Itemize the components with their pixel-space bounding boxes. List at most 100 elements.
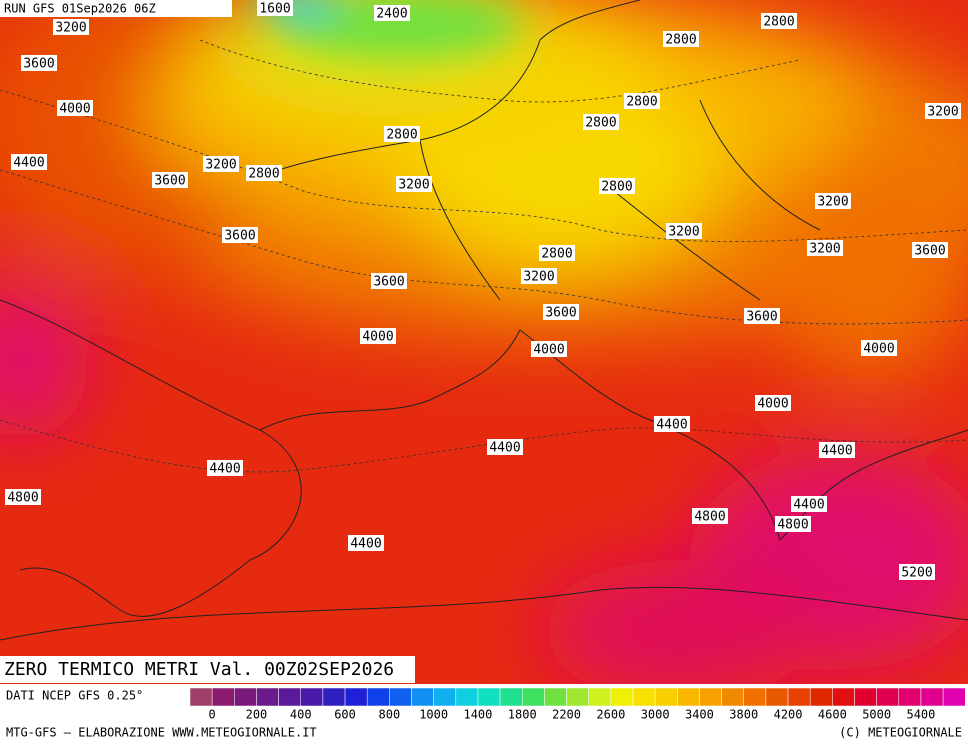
legend-label: 1800 [508, 708, 537, 722]
contour-label: 4000 [59, 102, 90, 117]
contour-label: 3200 [523, 270, 554, 285]
contour-label-box [744, 308, 780, 324]
contour-label-box [531, 341, 567, 357]
legend-swatch [522, 687, 545, 707]
contour-label-box [819, 442, 855, 458]
contour-label: 4400 [656, 418, 687, 433]
legend-label: 400 [290, 708, 312, 722]
legend-swatch [411, 687, 434, 707]
contour-label: 4400 [350, 537, 381, 552]
contour-label: 3200 [205, 158, 236, 173]
legend-label: 800 [379, 708, 401, 722]
contour-label-box [543, 304, 579, 320]
legend-swatch [256, 687, 279, 707]
contour-label: 4400 [793, 498, 824, 513]
contour-label-box [654, 416, 690, 432]
contour-label-box [775, 516, 811, 532]
legend-swatch [632, 687, 656, 707]
contour-label: 4400 [209, 462, 240, 477]
contour-label: 4400 [821, 444, 852, 459]
contour-label: 3600 [373, 275, 404, 290]
contour-label-box [371, 273, 407, 289]
legend-label: 4600 [818, 708, 847, 722]
legend-label: 2600 [596, 708, 625, 722]
legend-label: 4200 [774, 708, 803, 722]
contour-label: 2800 [763, 15, 794, 30]
contour-label-box [348, 535, 384, 551]
contour-label-box [53, 19, 89, 35]
legend-swatch [721, 687, 744, 707]
contour-label-box [57, 100, 93, 116]
contour-label: 2800 [248, 167, 279, 182]
contour-label: 2800 [626, 95, 657, 110]
legend-swatch [677, 687, 700, 707]
contour-label: 3600 [545, 306, 576, 321]
legend-swatch [809, 687, 833, 707]
map-title: ZERO TERMICO METRI Val. 00Z02SEP2026 [4, 659, 394, 680]
legend-swatch [699, 687, 722, 707]
contour-label-box [807, 240, 843, 256]
legend-swatch [854, 687, 877, 707]
contour-label-box [374, 5, 410, 21]
contour-label-box [755, 395, 791, 411]
legend-label: 3400 [685, 708, 714, 722]
legend: 0 200 400 600 800 1000 1400 1800 2200 2600 3000 340… [189, 687, 966, 722]
legend-swatch [211, 687, 235, 707]
contour-label-box [5, 489, 41, 505]
contour-label: 2800 [665, 33, 696, 48]
legend-label: 3800 [729, 708, 758, 722]
contour-label-box [912, 242, 948, 258]
legend-label: 200 [246, 708, 268, 722]
contour-label-box [203, 156, 239, 172]
contour-label: 2800 [601, 180, 632, 195]
legend-swatch [876, 687, 900, 707]
contour-label: 4000 [362, 330, 393, 345]
contour-label-box [21, 55, 57, 71]
legend-swatch [366, 687, 390, 707]
title-box [0, 656, 415, 683]
legend-label: 2200 [552, 708, 581, 722]
contour-label-box [11, 154, 47, 170]
contour-label: 2400 [376, 7, 407, 22]
legend-swatch [234, 687, 257, 707]
contour-label: 3200 [817, 195, 848, 210]
source-label: DATI NCEP GFS 0.25° [6, 689, 143, 703]
contour-label: 3200 [809, 242, 840, 257]
legend-swatch [189, 687, 213, 707]
legend-swatch [942, 687, 966, 707]
contour-label-box [761, 13, 797, 29]
legend-swatch [433, 687, 457, 707]
contour-label: 4400 [489, 441, 520, 456]
contour-label: 4800 [7, 491, 38, 506]
legend-swatch [588, 687, 612, 707]
contour-label: 4000 [863, 342, 894, 357]
contour-label: 3600 [914, 244, 945, 259]
contour-label: 5200 [901, 566, 932, 581]
run-box [0, 0, 232, 17]
contour-label-box [152, 172, 188, 188]
contour-label-box [487, 439, 523, 455]
legend-label: 1000 [419, 708, 448, 722]
legend-swatch [832, 687, 855, 707]
contour-label-box [257, 0, 293, 16]
contour-label: 3200 [55, 21, 86, 36]
contour-label-box [815, 193, 851, 209]
contour-label: 3600 [224, 229, 255, 244]
contour-label: 3200 [398, 178, 429, 193]
contour-label-box [791, 496, 827, 512]
legend-swatch [389, 687, 412, 707]
coastlines [0, 0, 968, 641]
contour-label: 3200 [668, 225, 699, 240]
contour-label: 1600 [259, 2, 290, 17]
contour-label: 2800 [386, 128, 417, 143]
contour-label: 2800 [541, 247, 572, 262]
legend-swatch [344, 687, 368, 707]
contour-label-box [925, 103, 961, 119]
contour-label-box [207, 460, 243, 476]
contour-label-box [521, 268, 557, 284]
contour-label-box [666, 223, 702, 239]
legend-swatch [743, 687, 767, 707]
contour-label: 3600 [746, 310, 777, 325]
